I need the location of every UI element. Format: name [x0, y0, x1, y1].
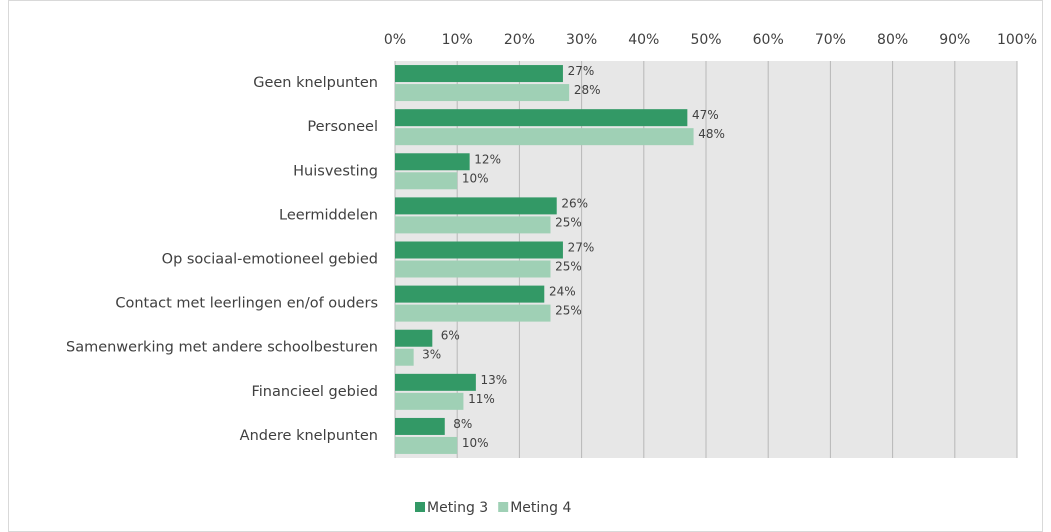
category-label: Huisvesting: [293, 163, 378, 179]
value-label: 25%: [555, 304, 582, 318]
x-tick-label: 40%: [628, 32, 659, 48]
category-label: Contact met leerlingen en/of ouders: [115, 296, 378, 312]
bar: [395, 197, 557, 215]
bar: [395, 260, 551, 278]
x-tick-label: 80%: [877, 32, 908, 48]
x-tick-label: 60%: [753, 32, 784, 48]
bar: [395, 65, 563, 83]
x-tick-label: 70%: [815, 32, 846, 48]
value-label: 28%: [574, 83, 601, 97]
value-label: 47%: [692, 108, 719, 122]
x-tick-label: 0%: [384, 32, 406, 48]
value-label: 27%: [568, 64, 595, 78]
value-label: 26%: [561, 196, 588, 210]
legend-label: Meting 4: [510, 500, 571, 516]
x-tick-label: 10%: [442, 32, 473, 48]
legend-swatch: [498, 502, 509, 512]
category-label: Op sociaal-emotioneel gebied: [162, 252, 378, 268]
bar: [395, 285, 545, 303]
bar: [395, 84, 570, 102]
x-tick-label: 90%: [939, 32, 970, 48]
value-label: 25%: [555, 260, 582, 274]
bar: [395, 109, 688, 127]
value-label: 48%: [698, 127, 725, 141]
value-label: 8%: [453, 417, 472, 431]
value-label: 11%: [468, 392, 495, 406]
legend-label: Meting 3: [427, 500, 488, 516]
bar: [395, 216, 551, 234]
x-tick-label: 30%: [566, 32, 597, 48]
value-label: 6%: [441, 329, 460, 343]
category-label: Financieel gebied: [251, 384, 378, 400]
value-label: 25%: [555, 215, 582, 229]
value-label: 10%: [462, 436, 489, 450]
value-label: 3%: [422, 348, 441, 362]
value-label: 10%: [462, 171, 489, 185]
category-label: Personeel: [307, 119, 378, 135]
bar: [395, 128, 694, 146]
x-tick-label: 100%: [997, 32, 1037, 48]
category-label: Andere knelpunten: [240, 428, 378, 444]
category-label: Geen knelpunten: [253, 75, 378, 91]
value-label: 13%: [481, 373, 508, 387]
bar: [395, 348, 414, 366]
bar: [395, 304, 551, 322]
category-label: Leermiddelen: [279, 207, 378, 223]
bar: [395, 329, 433, 347]
bar: [395, 241, 563, 259]
bar: [395, 172, 458, 190]
value-label: 24%: [549, 285, 576, 299]
legend-swatch: [415, 502, 425, 512]
x-tick-label: 50%: [690, 32, 721, 48]
bar: [395, 392, 464, 410]
bar: [395, 153, 470, 171]
bar: [395, 417, 445, 435]
category-label: Samenwerking met andere schoolbesturen: [66, 340, 378, 356]
x-tick-label: 20%: [504, 32, 535, 48]
value-label: 27%: [568, 241, 595, 255]
bar: [395, 373, 476, 391]
value-label: 12%: [474, 152, 501, 166]
bar: [395, 436, 458, 454]
